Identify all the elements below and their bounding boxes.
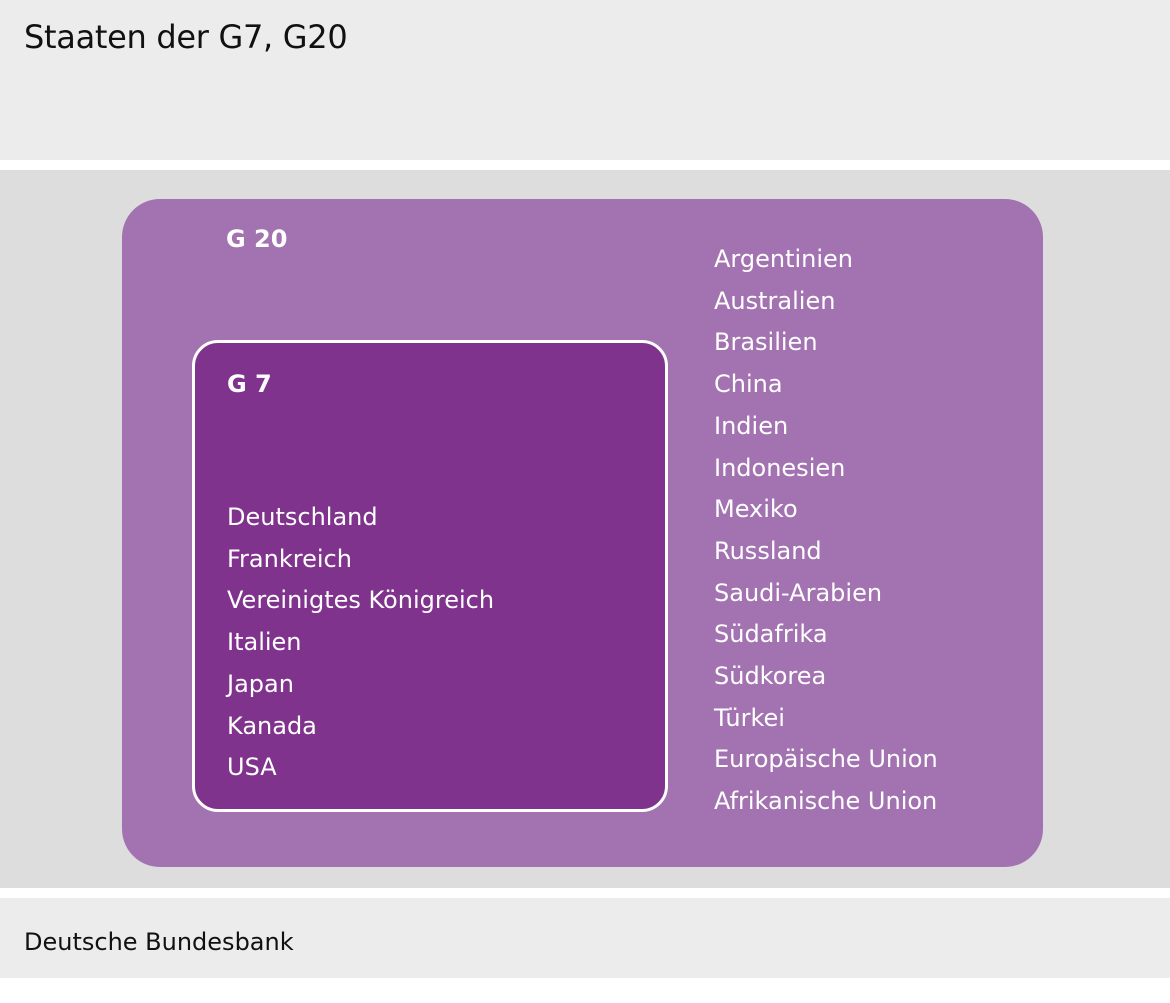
g7-group-box: G 7 Deutschland Frankreich Vereinigtes K… <box>192 340 668 812</box>
diagram-area: G 20 G 7 Deutschland Frankreich Vereinig… <box>0 170 1170 888</box>
source-note: Deutsche Bundesbank <box>24 928 294 956</box>
g7-member: Japan <box>227 669 294 698</box>
g20-member: Mexiko <box>714 495 798 524</box>
g20-member: Afrikanische Union <box>714 787 938 816</box>
g7-label: G 7 <box>227 370 272 398</box>
g7-member: Italien <box>227 628 302 657</box>
g20-member: Südkorea <box>714 662 827 691</box>
g7-member: Frankreich <box>227 544 352 573</box>
g20-member: Südafrika <box>714 620 828 649</box>
g20-member: Indien <box>714 411 789 440</box>
g7-member: Vereinigtes Königreich <box>227 586 495 615</box>
g20-member: Europäische Union <box>714 745 938 774</box>
footer-panel: Deutsche Bundesbank <box>0 898 1170 978</box>
g7-member: Deutschland <box>227 503 378 531</box>
header-panel: Staaten der G7, G20 <box>0 0 1170 160</box>
g7-member: Kanada <box>227 711 317 740</box>
g20-label: G 20 <box>226 225 288 253</box>
g20-member: Russland <box>714 536 822 565</box>
diagram-title: Staaten der G7, G20 <box>24 18 348 56</box>
g7-member-list: Deutschland Frankreich Vereinigtes König… <box>227 497 494 789</box>
g20-member: Argentinien <box>714 245 854 273</box>
g20-group-box: G 20 G 7 Deutschland Frankreich Vereinig… <box>122 199 1043 867</box>
g20-member: Türkei <box>714 703 785 732</box>
g7-member: USA <box>227 753 277 782</box>
g20-member: China <box>714 370 783 399</box>
g20-member: Australien <box>714 286 836 315</box>
g20-member: Saudi-Arabien <box>714 578 883 607</box>
g20-member: Brasilien <box>714 328 818 357</box>
g20-member: Indonesien <box>714 453 846 482</box>
g20-member-list: Argentinien Australien Brasilien China I… <box>714 239 938 823</box>
